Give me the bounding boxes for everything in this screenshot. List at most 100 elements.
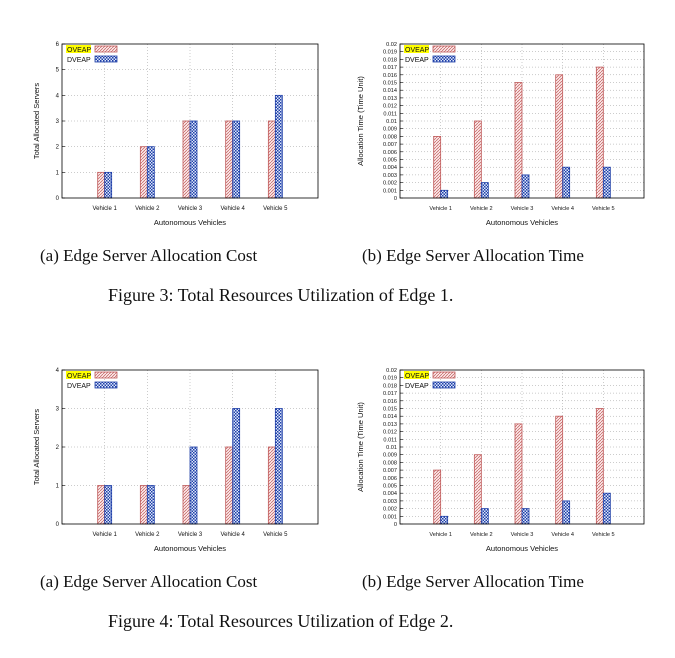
x-tick-label: Vehicle 2	[470, 206, 493, 212]
y-tick-label: 0.016	[383, 73, 397, 79]
y-tick-label: 0.017	[383, 65, 397, 71]
x-axis-label: Autonomous Vehicles	[154, 218, 226, 227]
y-tick-label: 0.004	[383, 491, 397, 497]
legend-label: OVEAP	[405, 373, 429, 380]
x-tick-label: Vehicle 5	[263, 206, 288, 212]
dveap-bar	[602, 166, 611, 199]
oveap-bar	[267, 120, 276, 199]
legend-label: DVEAP	[405, 57, 429, 64]
fig3-subcaption-a: (a) Edge Server Allocation Cost	[40, 246, 258, 265]
y-tick-label: 0.008	[383, 134, 397, 140]
fig4-subcaption-a: (a) Edge Server Allocation Cost	[40, 572, 258, 591]
x-tick-label: Vehicle 4	[551, 532, 574, 538]
fig3-caption: Figure 3: Total Resources Utilization of…	[108, 285, 454, 305]
fig3-subcaption-b: (b) Edge Server Allocation Time	[362, 246, 584, 265]
x-tick-label: Vehicle 3	[178, 206, 203, 212]
y-tick-label: 0.001	[383, 188, 397, 194]
oveap-bar	[139, 146, 148, 199]
legend-label: OVEAP	[67, 47, 91, 54]
y-tick-label: 0.014	[383, 88, 397, 94]
x-tick-label: Vehicle 5	[263, 532, 288, 538]
y-tick-label: 0.006	[383, 476, 397, 482]
y-tick-label: 2	[56, 145, 60, 151]
legend-swatch	[432, 371, 456, 379]
oveap-bar	[97, 485, 106, 525]
oveap-bar	[595, 66, 604, 199]
oveap-bar	[139, 485, 148, 525]
y-tick-label: 0.02	[386, 368, 397, 374]
dveap-bar	[274, 94, 283, 199]
legend-swatch	[94, 371, 118, 379]
y-tick-label: 0.01	[386, 119, 397, 125]
y-tick-label: 0.011	[383, 437, 397, 443]
legend-highlight	[66, 371, 91, 379]
dveap-bar	[480, 182, 489, 199]
y-tick-label: 5	[56, 68, 60, 74]
x-tick-label: Vehicle 2	[135, 206, 160, 212]
oveap-bar	[555, 415, 564, 525]
x-tick-label: Vehicle 3	[511, 206, 534, 212]
y-tick-label: 3	[56, 119, 60, 125]
plot-frame	[61, 43, 319, 199]
oveap-bar	[267, 446, 276, 525]
y-tick-label: 1	[56, 170, 60, 176]
y-tick-label: 0.016	[383, 399, 397, 405]
dveap-bar	[104, 485, 113, 525]
y-tick-label: 0.009	[383, 453, 397, 459]
oveap-bar	[514, 82, 523, 199]
x-tick-label: Vehicle 1	[92, 532, 117, 538]
oveap-bar	[225, 120, 234, 199]
fig4-caption: Figure 4: Total Resources Utilization of…	[108, 611, 454, 631]
y-tick-label: 0.013	[383, 422, 397, 428]
y-tick-label: 4	[56, 368, 60, 374]
oveap-bar	[433, 136, 442, 199]
dveap-bar	[440, 189, 449, 199]
x-tick-label: Vehicle 4	[220, 532, 245, 538]
legend-label: OVEAP	[67, 373, 91, 380]
y-tick-label: 0.005	[383, 484, 397, 490]
y-tick-label: 0.007	[383, 468, 397, 474]
y-tick-label: 3	[56, 407, 60, 413]
x-tick-label: Vehicle 2	[135, 532, 160, 538]
y-tick-label: 0.018	[383, 383, 397, 389]
y-tick-label: 0.015	[383, 407, 397, 413]
dveap-bar	[104, 171, 113, 199]
oveap-bar	[433, 469, 442, 525]
dveap-bar	[232, 408, 241, 525]
oveap-bar	[225, 446, 234, 525]
legend-swatch	[432, 55, 456, 63]
x-axis-label: Autonomous Vehicles	[486, 218, 558, 227]
dveap-bar	[274, 408, 283, 525]
y-tick-label: 0.006	[383, 150, 397, 156]
y-tick-label: 0.003	[383, 499, 397, 505]
y-tick-label: 0	[56, 196, 60, 202]
y-tick-label: 6	[56, 42, 60, 48]
x-tick-label: Vehicle 1	[429, 532, 452, 538]
dveap-bar	[189, 446, 198, 525]
legend-swatch	[432, 45, 456, 53]
y-tick-label: 0.005	[383, 158, 397, 164]
dveap-bar	[480, 508, 489, 525]
oveap-bar	[514, 423, 523, 525]
legend-label: DVEAP	[67, 57, 91, 64]
x-axis-label: Autonomous Vehicles	[154, 544, 226, 553]
legend-swatch	[94, 55, 118, 63]
dveap-bar	[146, 146, 155, 199]
y-tick-label: 0.015	[383, 81, 397, 87]
legend-highlight	[404, 45, 429, 53]
y-axis-label: Total Allocated Servers	[32, 409, 41, 486]
y-tick-label: 0.011	[383, 111, 397, 117]
x-tick-label: Vehicle 3	[511, 532, 534, 538]
y-tick-label: 0.019	[383, 50, 397, 56]
legend-swatch	[94, 45, 118, 53]
legend-highlight	[66, 45, 91, 53]
oveap-bar	[473, 454, 482, 525]
oveap-bar	[595, 408, 604, 525]
x-tick-label: Vehicle 4	[551, 206, 574, 212]
y-tick-label: 0.001	[383, 514, 397, 520]
y-tick-label: 0.02	[386, 42, 397, 48]
dveap-bar	[562, 500, 571, 525]
y-tick-label: 0.002	[383, 181, 397, 187]
legend-label: OVEAP	[405, 47, 429, 54]
legend-swatch	[432, 381, 456, 389]
